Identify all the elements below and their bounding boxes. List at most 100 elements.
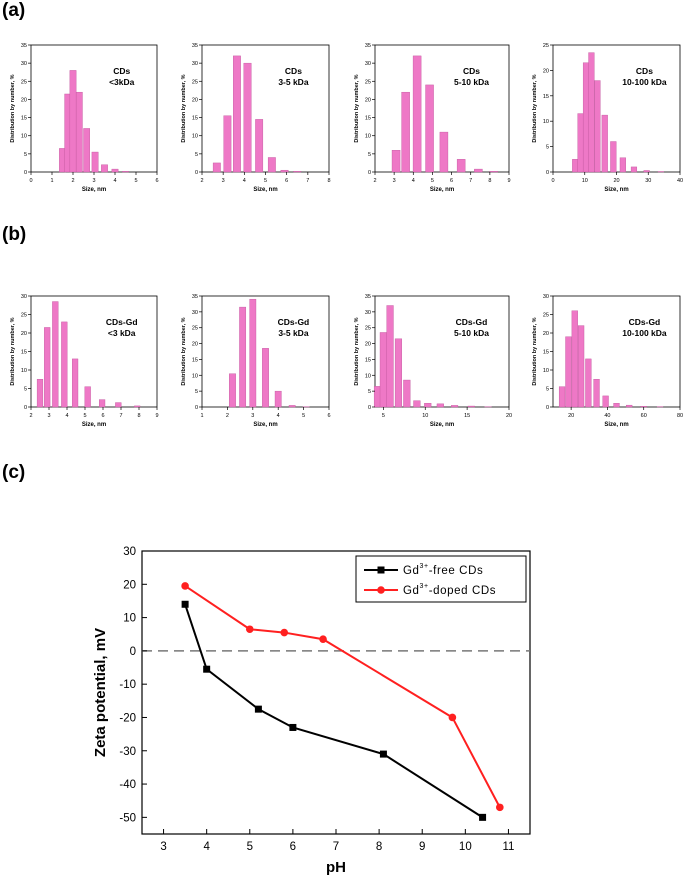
y-tick-label: 5 [195, 389, 198, 395]
y-tick-label: 10 [543, 119, 549, 125]
y-tick-label: 5 [24, 387, 27, 393]
histogram-bar [456, 159, 466, 173]
x-tick-label: 5 [134, 178, 137, 184]
x-tick-label: 9 [419, 841, 425, 853]
histogram-a4: 0 10 20 30 40 0 5 10 15 20 25 Size, nm Distribution … [532, 43, 683, 193]
y-tick-label: 10 [365, 373, 371, 379]
histogram-title-line: CDs [285, 66, 302, 76]
x-tick-label: 7 [119, 413, 122, 419]
x-axis-label: Size, nm [604, 187, 628, 193]
histogram-bar [558, 386, 566, 408]
histogram-bar [439, 131, 449, 173]
y-tick-label: 25 [21, 79, 27, 85]
y-tick-label: 20 [192, 342, 198, 348]
histogram-bar [630, 166, 638, 173]
x-tick-label: 3 [160, 841, 166, 853]
x-tick-label: 4 [113, 178, 116, 184]
y-tick-label: 20 [543, 331, 549, 337]
histogram-bar [243, 62, 252, 173]
x-tick-label: 4 [277, 413, 280, 419]
histogram-bar [69, 70, 77, 173]
x-tick-label: 5 [431, 178, 434, 184]
y-tick-label: 0 [368, 170, 371, 176]
x-tick-label: 6 [450, 178, 453, 184]
y-tick-label: 25 [192, 326, 198, 332]
y-tick-label: 20 [365, 97, 371, 103]
y-axis-label: Distribution by number, % [532, 74, 538, 142]
histogram-bar [593, 379, 600, 408]
y-tick-label: 30 [365, 61, 371, 67]
x-tick-label: 1 [200, 413, 203, 419]
x-tick-label: 80 [677, 413, 683, 419]
y-tick-label: 15 [543, 350, 549, 356]
histogram-bar [386, 305, 394, 408]
legend-marker-free [377, 566, 385, 574]
x-tick-label: 6 [285, 178, 288, 184]
histogram-bar [391, 150, 401, 173]
y-tick-label: 0 [24, 405, 27, 411]
x-tick-label: 60 [641, 413, 647, 419]
histogram-title-line: CDs [463, 66, 480, 76]
y-tick-label: 20 [543, 68, 549, 74]
y-tick-label: 10 [21, 134, 27, 140]
histogram-bar [44, 327, 51, 408]
histogram-bar [588, 52, 595, 173]
y-tick-label: -20 [119, 712, 136, 724]
x-axis-label: pH [326, 859, 346, 876]
histogram-b4: 20 40 60 80 0 5 10 15 20 25 30 Size, nm Distribution… [532, 294, 683, 428]
histogram-a2: 2 3 4 5 6 7 8 0 5 10 15 20 25 30 35 Size, nm Distributio… [181, 43, 331, 193]
histogram-b2: 1 2 3 4 5 6 0 5 10 15 20 25 30 35 Size, nm Distribution… [181, 294, 331, 428]
x-tick-label: 2 [29, 413, 32, 419]
y-tick-label: 30 [123, 546, 136, 558]
histogram-a1: 0 1 2 3 4 5 6 0 5 10 15 20 25 30 35 Size, nm Distributio… [10, 43, 159, 193]
x-tick-label: 4 [65, 413, 68, 419]
x-tick-label: 15 [464, 413, 470, 419]
data-point-doped [181, 582, 189, 590]
y-tick-label: 25 [21, 313, 27, 319]
y-tick-label: 15 [21, 116, 27, 122]
histogram-title-line: 10-100 kDa [622, 328, 667, 338]
x-tick-label: 5 [247, 841, 253, 853]
y-tick-label: 35 [365, 43, 371, 49]
histogram-b3: 5 10 15 20 0 5 10 15 20 25 30 35 Size, nm Distributio… [354, 294, 512, 428]
y-tick-label: 35 [192, 294, 198, 300]
y-tick-label: 0 [24, 170, 27, 176]
y-tick-label: 15 [365, 116, 371, 122]
x-tick-label: 2 [71, 178, 74, 184]
legend-label-free: Gd3+-free CDs [403, 563, 483, 577]
y-tick-label: 30 [21, 294, 27, 300]
histogram-bar [122, 171, 129, 173]
x-tick-label: 8 [327, 178, 330, 184]
histogram-bar [267, 157, 276, 173]
histogram-bar [626, 404, 633, 408]
x-tick-label: 3 [222, 178, 225, 184]
histogram-bar [280, 169, 289, 173]
y-tick-label: 15 [21, 350, 27, 356]
data-point-free [254, 705, 262, 713]
histogram-bar [288, 405, 296, 408]
plot-frame [552, 44, 681, 173]
y-tick-label: 0 [195, 405, 198, 411]
y-tick-label: 15 [543, 94, 549, 100]
histogram-bar [239, 306, 247, 408]
y-tick-label: 35 [21, 43, 27, 49]
histogram-bar [115, 402, 122, 408]
x-tick-label: 11 [502, 841, 514, 853]
histogram-bar [619, 157, 626, 173]
x-tick-label: 7 [306, 178, 309, 184]
x-tick-label: 2 [373, 178, 376, 184]
histogram-bar [274, 390, 282, 408]
histogram-bar [255, 119, 264, 173]
y-tick-label: 25 [543, 313, 549, 319]
histogram-title-line: CDs [636, 66, 653, 76]
histogram-bar [565, 336, 572, 408]
histogram-bar [643, 170, 650, 173]
y-tick-label: 20 [21, 97, 27, 103]
y-tick-label: 20 [123, 579, 136, 591]
histogram-title-line: 3-5 kDa [278, 77, 309, 87]
x-tick-label: 5 [382, 413, 385, 419]
y-tick-label: 20 [21, 331, 27, 337]
x-axis-label: Size, nm [82, 422, 106, 428]
x-tick-label: 30 [645, 178, 651, 184]
histogram-title-line: 10-100 kDa [622, 77, 667, 87]
